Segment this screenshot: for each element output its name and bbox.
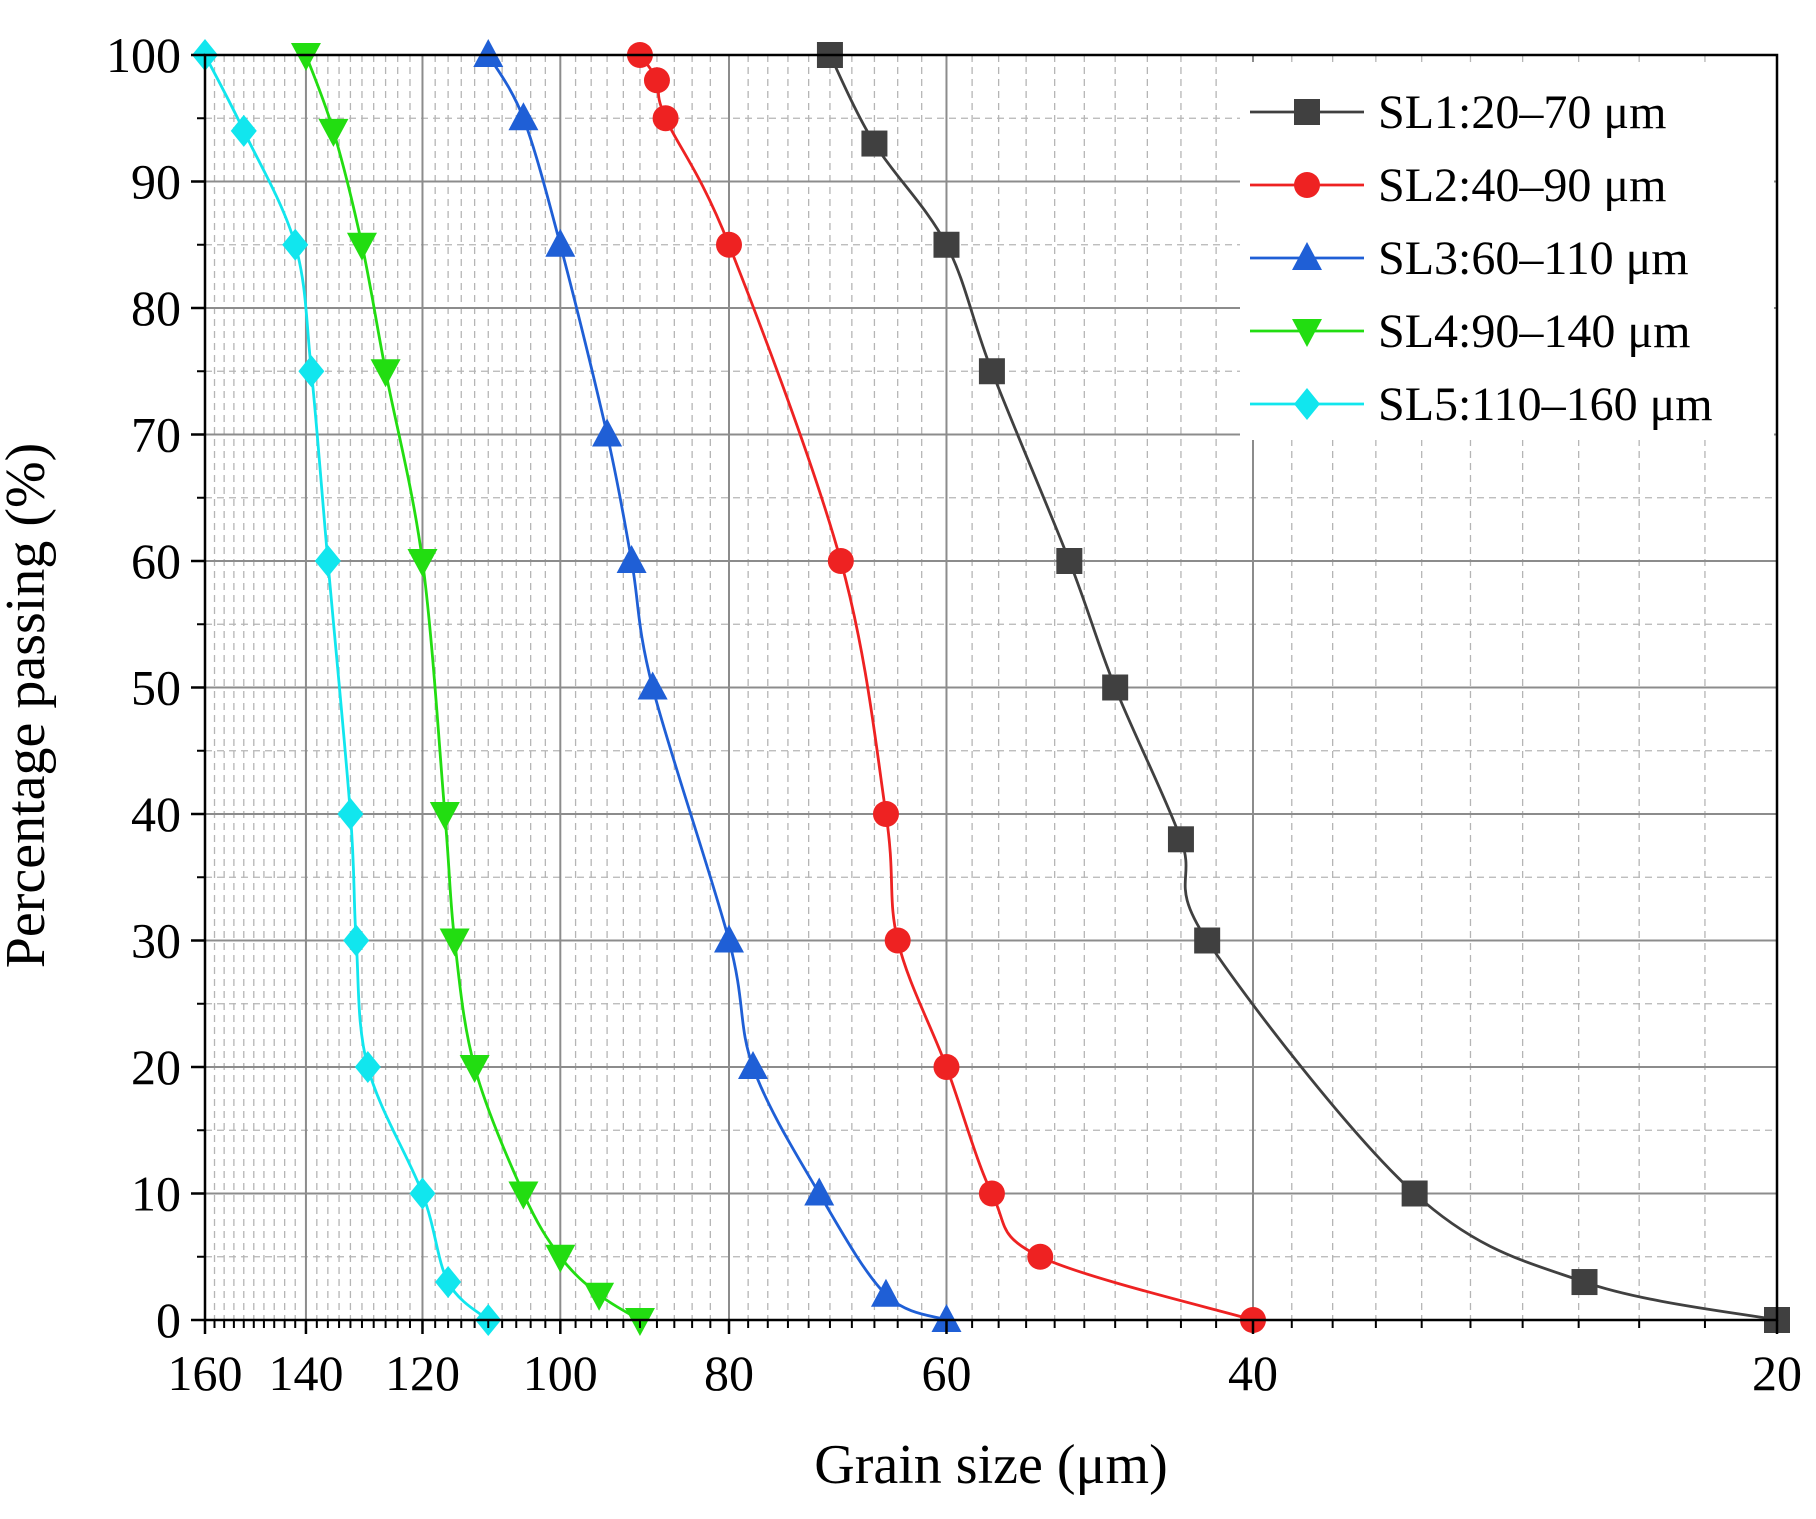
data-point	[978, 358, 1005, 385]
legend-item: SL1:20–70 μm	[1250, 86, 1666, 139]
legend-label: SL1:20–70 μm	[1378, 86, 1666, 139]
x-tick-label: 20	[1752, 1345, 1802, 1401]
data-point	[473, 39, 504, 67]
data-point	[592, 418, 623, 447]
data-point	[407, 549, 438, 577]
data-point	[1194, 927, 1221, 954]
legend-background	[1240, 62, 1774, 440]
data-point	[1401, 1180, 1428, 1207]
data-point	[637, 671, 668, 700]
data-point	[872, 801, 899, 827]
y-tick-label: 70	[131, 407, 181, 463]
data-point	[933, 1054, 960, 1080]
data-point	[545, 228, 576, 257]
x-tick-label: 80	[704, 1345, 754, 1401]
x-axis-title: Grain size (μm)	[814, 1434, 1167, 1496]
data-point	[884, 927, 911, 954]
series-5	[192, 39, 502, 1336]
data-point	[370, 359, 401, 388]
data-point	[429, 802, 460, 830]
data-point	[508, 1181, 539, 1210]
data-point	[616, 545, 647, 573]
x-tick-label: 60	[921, 1345, 971, 1401]
y-axis-title: Percentage passing (%)	[0, 443, 57, 969]
data-point	[318, 118, 349, 147]
legend-item: SL3:60–110 μm	[1250, 232, 1689, 285]
data-point	[346, 232, 377, 261]
data-point	[931, 1304, 962, 1332]
legend-marker	[1294, 99, 1320, 125]
data-point	[1056, 548, 1083, 574]
data-point	[343, 924, 370, 957]
data-point	[652, 105, 679, 132]
legend-label: SL2:40–90 μm	[1378, 159, 1666, 212]
y-axis-ticks: 0 10 20 30 40 50 60 70 80 90 100	[106, 27, 205, 1348]
legend-marker	[1292, 242, 1322, 270]
data-point	[716, 231, 742, 258]
legend-label: SL5:110–160 μm	[1378, 378, 1713, 431]
y-tick-label: 90	[131, 154, 181, 210]
data-point	[870, 1278, 901, 1307]
data-point	[298, 355, 325, 388]
data-point	[409, 1177, 436, 1210]
data-point	[804, 1177, 835, 1206]
y-tick-label: 0	[156, 1292, 181, 1348]
data-point	[337, 798, 364, 830]
y-tick-label: 40	[131, 786, 181, 842]
data-point	[1027, 1243, 1054, 1270]
data-point	[643, 67, 670, 94]
data-point	[230, 114, 257, 147]
y-tick-label: 20	[131, 1039, 181, 1095]
series-1	[816, 42, 1790, 1333]
series-2	[626, 42, 1266, 1333]
legend-label: SL3:60–110 μm	[1378, 232, 1689, 285]
data-point	[1102, 674, 1129, 701]
data-point	[545, 1244, 576, 1273]
x-tick-label: 40	[1228, 1345, 1278, 1401]
data-point	[282, 228, 309, 261]
y-tick-label: 60	[131, 533, 181, 589]
data-point	[738, 1051, 769, 1079]
legend-item: SL4:90–140 μm	[1250, 305, 1690, 358]
data-point	[354, 1051, 381, 1083]
y-tick-label: 30	[131, 913, 181, 969]
data-point	[439, 928, 470, 957]
data-point	[1167, 826, 1194, 853]
x-tick-label: 160	[168, 1345, 243, 1401]
series-3	[473, 39, 962, 1332]
y-tick-label: 50	[131, 660, 181, 716]
data-point	[978, 1180, 1005, 1207]
legend-label: SL4:90–140 μm	[1378, 305, 1690, 358]
data-point	[508, 102, 539, 131]
y-tick-label: 100	[106, 27, 181, 83]
series-layer	[192, 39, 1790, 1336]
data-point	[861, 130, 888, 157]
data-point	[1571, 1269, 1598, 1296]
legend-marker	[1292, 319, 1322, 347]
legend: SL1:20–70 μm SL2:40–90 μm SL3:60–110 μm SL4…	[1240, 62, 1774, 440]
x-tick-label: 120	[385, 1345, 460, 1401]
x-tick-label: 100	[523, 1345, 598, 1401]
data-point	[314, 545, 341, 577]
series-4	[290, 43, 655, 1336]
data-point	[827, 548, 854, 574]
legend-item: SL2:40–90 μm	[1250, 159, 1666, 212]
data-point	[435, 1266, 462, 1299]
data-point	[459, 1055, 490, 1083]
data-point	[933, 231, 960, 258]
x-axis-ticks: 160 140 120 100 80 60 40 20	[168, 1320, 1802, 1401]
y-tick-label: 10	[131, 1166, 181, 1222]
legend-item: SL5:110–160 μm	[1250, 378, 1713, 431]
legend-marker	[1294, 172, 1320, 198]
data-point	[714, 924, 744, 953]
data-point	[584, 1282, 615, 1311]
y-tick-label: 80	[131, 280, 181, 336]
x-tick-label: 140	[268, 1345, 343, 1401]
data-point	[290, 43, 321, 71]
legend-marker	[1294, 388, 1320, 420]
